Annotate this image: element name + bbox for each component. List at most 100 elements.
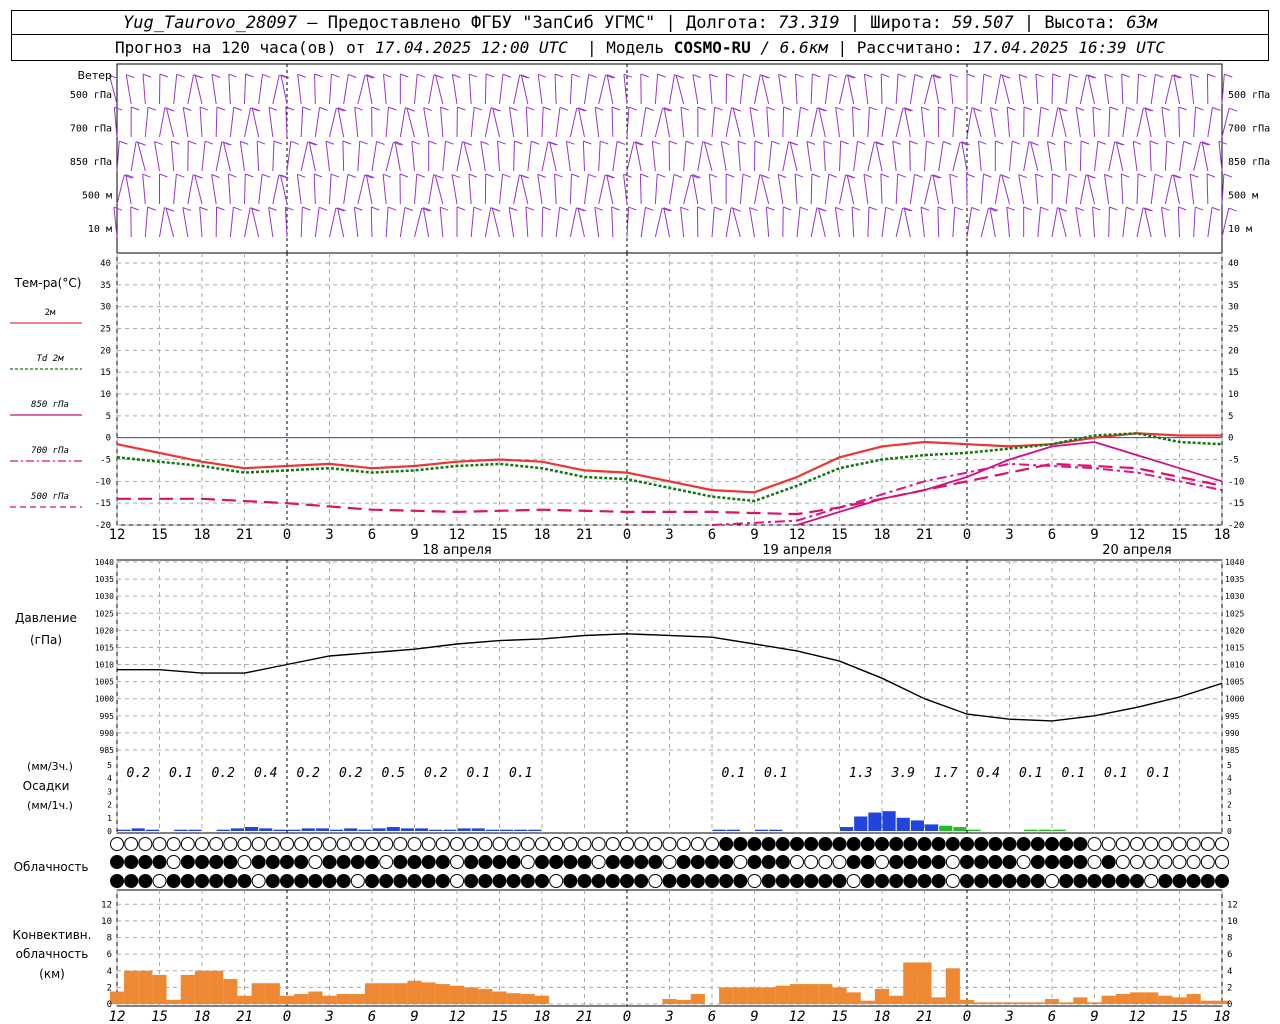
cloud-symbol bbox=[889, 874, 904, 888]
wind-barb-shaft bbox=[924, 174, 932, 205]
hour-label-bottom: 15 bbox=[1171, 1009, 1188, 1024]
wind-barb-shaft bbox=[754, 174, 761, 205]
wind-barb-flag bbox=[521, 74, 530, 79]
wind-barb-shaft bbox=[577, 107, 585, 138]
wind-barb-flag bbox=[743, 73, 752, 78]
conv-ytick-left: 8 bbox=[107, 934, 112, 944]
cloud-symbol bbox=[818, 874, 833, 888]
precip-bar bbox=[854, 816, 868, 831]
wind-barb-shaft bbox=[669, 174, 675, 205]
wind-barb-flag bbox=[578, 107, 587, 112]
precip-bar bbox=[485, 829, 499, 831]
wind-barb-flag bbox=[1138, 73, 1147, 78]
wind-barb-shaft bbox=[211, 174, 217, 205]
wind-barb-shaft bbox=[1079, 74, 1087, 105]
wind-barb-shaft bbox=[810, 74, 813, 105]
wind-barb-flag bbox=[645, 107, 654, 111]
pres-ytick-right: 1030 bbox=[1225, 592, 1244, 601]
convective-bar bbox=[294, 994, 309, 1004]
wind-barb-shaft bbox=[839, 174, 847, 205]
wind-barb-flag bbox=[554, 73, 564, 78]
cloud-symbol bbox=[350, 855, 365, 869]
wind-barb-flag bbox=[354, 206, 363, 211]
wind-barb-shaft bbox=[1075, 207, 1081, 238]
wind-barb-flag bbox=[778, 174, 787, 178]
cloud-symbol bbox=[379, 855, 394, 869]
wind-barb-shaft bbox=[683, 141, 687, 172]
wind-barb-shaft bbox=[749, 107, 755, 138]
wind-barb-shaft bbox=[846, 174, 855, 205]
cloud-symbol bbox=[620, 874, 634, 888]
wind-barb-shaft bbox=[1120, 174, 1124, 205]
cloud-symbol bbox=[1115, 855, 1130, 869]
cloud-symbol bbox=[464, 874, 479, 888]
hour-label-top: 18 bbox=[194, 527, 211, 543]
temp-ytick-right: -20 bbox=[1228, 521, 1244, 531]
temp-legend-label: Td 2м bbox=[36, 354, 64, 364]
wind-barb-shaft bbox=[895, 107, 904, 138]
cloud-symbol bbox=[1059, 855, 1074, 869]
wind-barb-shaft bbox=[754, 74, 761, 105]
wind-barb-shaft bbox=[1221, 207, 1230, 238]
wind-barb-flag bbox=[737, 140, 747, 145]
wind-barb-flag bbox=[194, 174, 204, 179]
cloud-symbol bbox=[110, 855, 124, 869]
wind-barb-shaft bbox=[537, 174, 543, 205]
cloud-symbol bbox=[1115, 837, 1130, 851]
hour-label-bottom: 21 bbox=[916, 1009, 933, 1024]
wind-barb-flag bbox=[559, 106, 569, 111]
convective-bar bbox=[336, 994, 351, 1004]
wind-barb-flag bbox=[400, 73, 409, 78]
precip-bar bbox=[528, 829, 542, 831]
cloud-symbol bbox=[620, 855, 634, 869]
cloud-symbol bbox=[450, 855, 464, 869]
wind-barb-shaft bbox=[1079, 174, 1087, 205]
cloud-symbol bbox=[875, 837, 889, 851]
wind-barb-flag bbox=[690, 174, 700, 179]
wind-barb-flag bbox=[794, 173, 804, 178]
wind-barb-shaft bbox=[337, 107, 345, 138]
wind-barb-flag bbox=[445, 140, 454, 145]
wind-barb-shaft bbox=[1009, 141, 1013, 172]
precip-bar bbox=[1052, 829, 1066, 831]
wind-barb-shaft bbox=[268, 207, 274, 238]
wind-barb-flag bbox=[280, 174, 289, 179]
wind-barb-shaft bbox=[1092, 107, 1095, 138]
cloud-symbol bbox=[492, 874, 507, 888]
wind-barb-flag bbox=[1161, 106, 1171, 111]
wind-barb-shaft bbox=[966, 207, 973, 238]
cloud-symbol bbox=[365, 837, 379, 851]
wind-barb-shaft bbox=[973, 108, 982, 138]
temp-ytick-right: -5 bbox=[1228, 456, 1239, 466]
precip-bar bbox=[315, 828, 329, 831]
cloud-symbol bbox=[804, 837, 819, 851]
wind-barb-shaft bbox=[1179, 141, 1185, 172]
cloud-symbol bbox=[1200, 837, 1215, 851]
wind-barb-flag bbox=[973, 107, 982, 112]
wind-barb-flag bbox=[142, 73, 152, 78]
wind-barb-shaft bbox=[1001, 75, 1010, 105]
wind-barb-flag bbox=[382, 173, 392, 178]
wind-barb-flag bbox=[228, 173, 237, 178]
wind-barb-shaft bbox=[863, 174, 869, 205]
wind-barb-flag bbox=[176, 173, 185, 178]
wind-barb-flag bbox=[126, 74, 135, 79]
convective-bar bbox=[1115, 994, 1130, 1004]
cloud-symbol bbox=[209, 837, 224, 851]
convective-bar bbox=[1144, 992, 1159, 1004]
wind-barb-flag bbox=[1161, 206, 1170, 211]
calc-time: 17.04.2025 16:39 UTC bbox=[972, 38, 1166, 57]
wind-barb-shaft bbox=[284, 207, 288, 238]
wind-barb-shaft bbox=[851, 207, 855, 238]
wind-barb-flag bbox=[130, 106, 140, 111]
convective-bar bbox=[1129, 992, 1145, 1004]
wind-barb-shaft bbox=[675, 75, 685, 105]
cloud-symbol bbox=[860, 855, 875, 869]
wind-barb-flag bbox=[485, 73, 495, 78]
hour-label-top: 21 bbox=[576, 527, 593, 543]
wind-barb-shaft bbox=[1108, 107, 1111, 138]
wind-barb-flag bbox=[435, 74, 444, 79]
cloud-symbol bbox=[435, 855, 450, 869]
wind-barb-flag bbox=[949, 173, 958, 178]
